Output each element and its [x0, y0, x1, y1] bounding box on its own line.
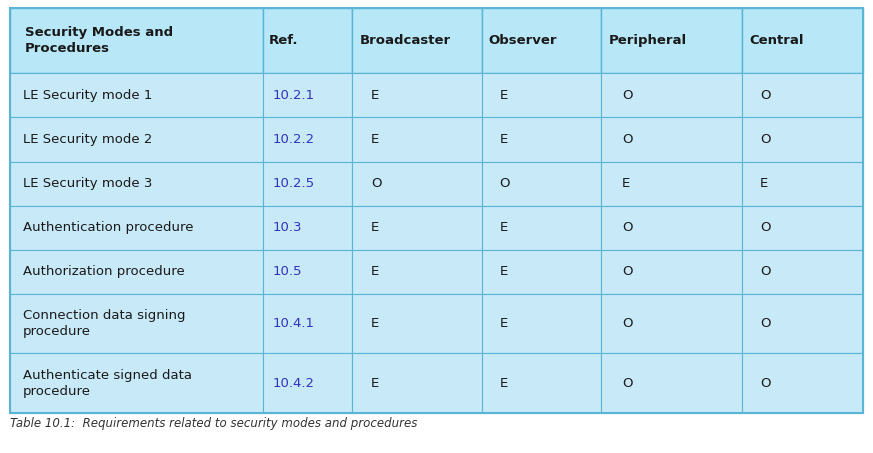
Text: E: E [371, 265, 380, 279]
Text: E: E [371, 133, 380, 146]
Text: O: O [760, 377, 771, 390]
Text: LE Security mode 2: LE Security mode 2 [23, 133, 152, 146]
Bar [742, 294, 863, 353]
Bar [10, 250, 264, 294]
Bar [352, 162, 482, 206]
Bar [482, 162, 601, 206]
Bar [742, 353, 863, 413]
Text: Security Modes and
Procedures: Security Modes and Procedures [25, 26, 174, 55]
Text: E: E [499, 133, 508, 146]
Text: E: E [622, 177, 630, 190]
Bar [482, 73, 601, 117]
Bar [352, 117, 482, 162]
Text: O: O [622, 133, 632, 146]
Bar [601, 353, 742, 413]
Bar [352, 294, 482, 353]
Bar [482, 8, 601, 73]
Bar [742, 8, 863, 73]
Text: 10.2.2: 10.2.2 [272, 133, 314, 146]
Bar [264, 294, 352, 353]
Bar [601, 73, 742, 117]
Bar [742, 117, 863, 162]
Text: E: E [371, 89, 380, 102]
Bar [10, 117, 264, 162]
Bar [601, 117, 742, 162]
Text: E: E [499, 89, 508, 102]
Text: O: O [622, 377, 632, 390]
Text: E: E [499, 377, 508, 390]
Text: Authorization procedure: Authorization procedure [23, 265, 184, 279]
Bar [742, 250, 863, 294]
Bar [352, 206, 482, 250]
Text: Observer: Observer [489, 34, 557, 47]
Bar [10, 162, 264, 206]
Text: 10.2.1: 10.2.1 [272, 89, 314, 102]
Text: O: O [622, 265, 632, 279]
Text: Authentication procedure: Authentication procedure [23, 221, 193, 234]
Bar [601, 250, 742, 294]
Text: O: O [760, 133, 771, 146]
Bar [264, 8, 352, 73]
Bar [264, 162, 352, 206]
Bar [352, 8, 482, 73]
Bar [264, 250, 352, 294]
Text: E: E [760, 177, 768, 190]
Text: Broadcaster: Broadcaster [360, 34, 450, 47]
Text: O: O [760, 265, 771, 279]
Text: E: E [371, 221, 380, 234]
Bar [10, 353, 264, 413]
Text: O: O [499, 177, 510, 190]
Text: E: E [499, 221, 508, 234]
Text: 10.5: 10.5 [272, 265, 302, 279]
Bar [742, 73, 863, 117]
Bar [10, 206, 264, 250]
Bar [10, 8, 863, 413]
Bar [10, 294, 264, 353]
Text: Connection data signing
procedure: Connection data signing procedure [23, 309, 185, 338]
Bar [482, 294, 601, 353]
Text: O: O [760, 221, 771, 234]
Text: LE Security mode 3: LE Security mode 3 [23, 177, 152, 190]
Bar [742, 162, 863, 206]
Text: Table 10.1:  Requirements related to security modes and procedures: Table 10.1: Requirements related to secu… [10, 417, 417, 430]
Text: LE Security mode 1: LE Security mode 1 [23, 89, 152, 102]
Bar [482, 206, 601, 250]
Text: E: E [499, 265, 508, 279]
Bar [10, 8, 264, 73]
Bar [742, 206, 863, 250]
Bar [601, 206, 742, 250]
Text: 10.2.5: 10.2.5 [272, 177, 314, 190]
Text: O: O [622, 89, 632, 102]
Bar [264, 117, 352, 162]
Text: Peripheral: Peripheral [609, 34, 687, 47]
Text: 10.3: 10.3 [272, 221, 302, 234]
Bar [601, 294, 742, 353]
Bar [264, 73, 352, 117]
Text: O: O [371, 177, 382, 190]
Bar [264, 353, 352, 413]
Text: 10.4.1: 10.4.1 [272, 317, 314, 330]
Text: E: E [371, 317, 380, 330]
Bar [601, 162, 742, 206]
Bar [264, 206, 352, 250]
Bar [352, 353, 482, 413]
Bar [352, 73, 482, 117]
Bar [601, 8, 742, 73]
Text: E: E [371, 377, 380, 390]
Bar [482, 250, 601, 294]
Text: 10.4.2: 10.4.2 [272, 377, 314, 390]
Bar [352, 250, 482, 294]
Text: Ref.: Ref. [269, 34, 299, 47]
Text: O: O [760, 317, 771, 330]
Text: Central: Central [749, 34, 803, 47]
Text: O: O [622, 221, 632, 234]
Text: O: O [622, 317, 632, 330]
Text: O: O [760, 89, 771, 102]
Bar [482, 353, 601, 413]
Bar [482, 117, 601, 162]
Text: E: E [499, 317, 508, 330]
Text: Authenticate signed data
procedure: Authenticate signed data procedure [23, 369, 192, 398]
Bar [10, 73, 264, 117]
